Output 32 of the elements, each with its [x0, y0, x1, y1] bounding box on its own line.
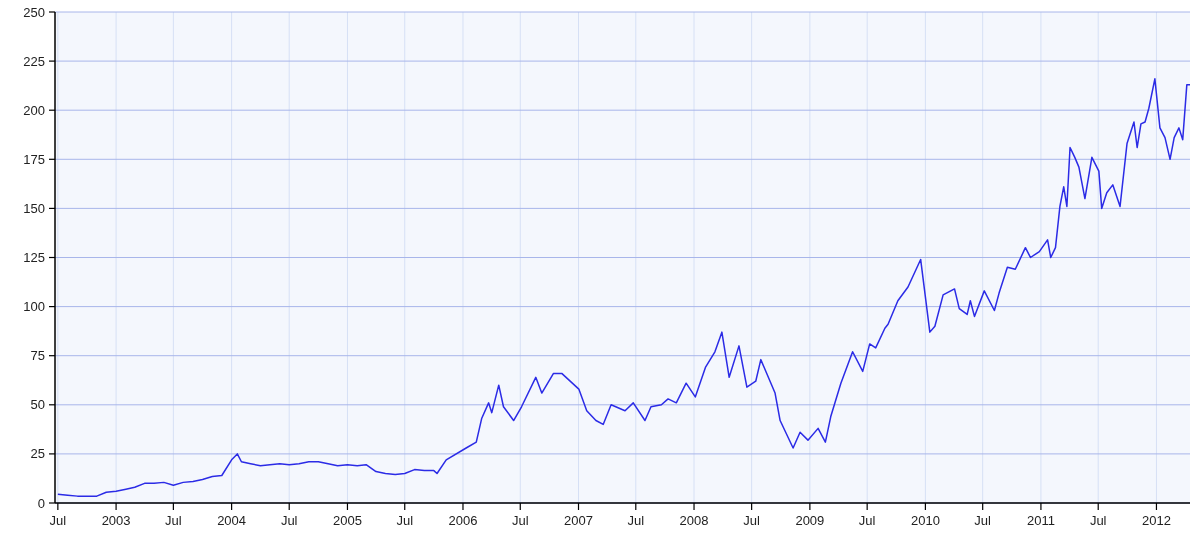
- x-tick-label: Jul: [627, 513, 645, 528]
- x-tick-label: 2003: [101, 513, 131, 528]
- x-tick-label: 2009: [795, 513, 825, 528]
- x-tick-label: Jul: [49, 513, 67, 528]
- x-tick-label: Jul: [743, 513, 761, 528]
- y-tick-label: 150: [23, 200, 45, 216]
- y-tick-label: 250: [23, 4, 45, 20]
- y-tick-label: 200: [23, 102, 45, 118]
- x-tick-label: 2004: [217, 513, 247, 528]
- x-tick-label: 2011: [1026, 513, 1055, 528]
- y-tick-label: 125: [23, 250, 45, 266]
- line-series: [57, 78, 1191, 497]
- y-tick-label: 25: [30, 446, 45, 462]
- x-tick-label: Jul: [858, 513, 876, 528]
- x-tick-label: Jul: [511, 513, 529, 528]
- x-tick-label: 2012: [1141, 513, 1171, 528]
- y-tick-label: 100: [23, 299, 45, 315]
- x-tick-label: Jul: [974, 513, 992, 528]
- x-tick-label: Jul: [1089, 513, 1107, 528]
- y-tick-label: 175: [23, 151, 45, 167]
- y-tick-label: 75: [30, 348, 45, 364]
- y-tick-label: 225: [23, 53, 45, 69]
- x-tick-label: 2006: [448, 513, 478, 528]
- x-tick-label: Jul: [165, 513, 182, 528]
- y-tick-label: 50: [30, 397, 45, 413]
- x-tick-label: 2008: [679, 513, 709, 528]
- x-tick-label: Jul: [280, 513, 298, 528]
- y-tick-label: 0: [37, 495, 45, 511]
- x-tick-label: 2010: [910, 513, 940, 528]
- x-tick-label: Jul: [396, 513, 414, 528]
- x-tick-label: 2005: [332, 513, 362, 528]
- x-tick-label: 2007: [564, 513, 593, 528]
